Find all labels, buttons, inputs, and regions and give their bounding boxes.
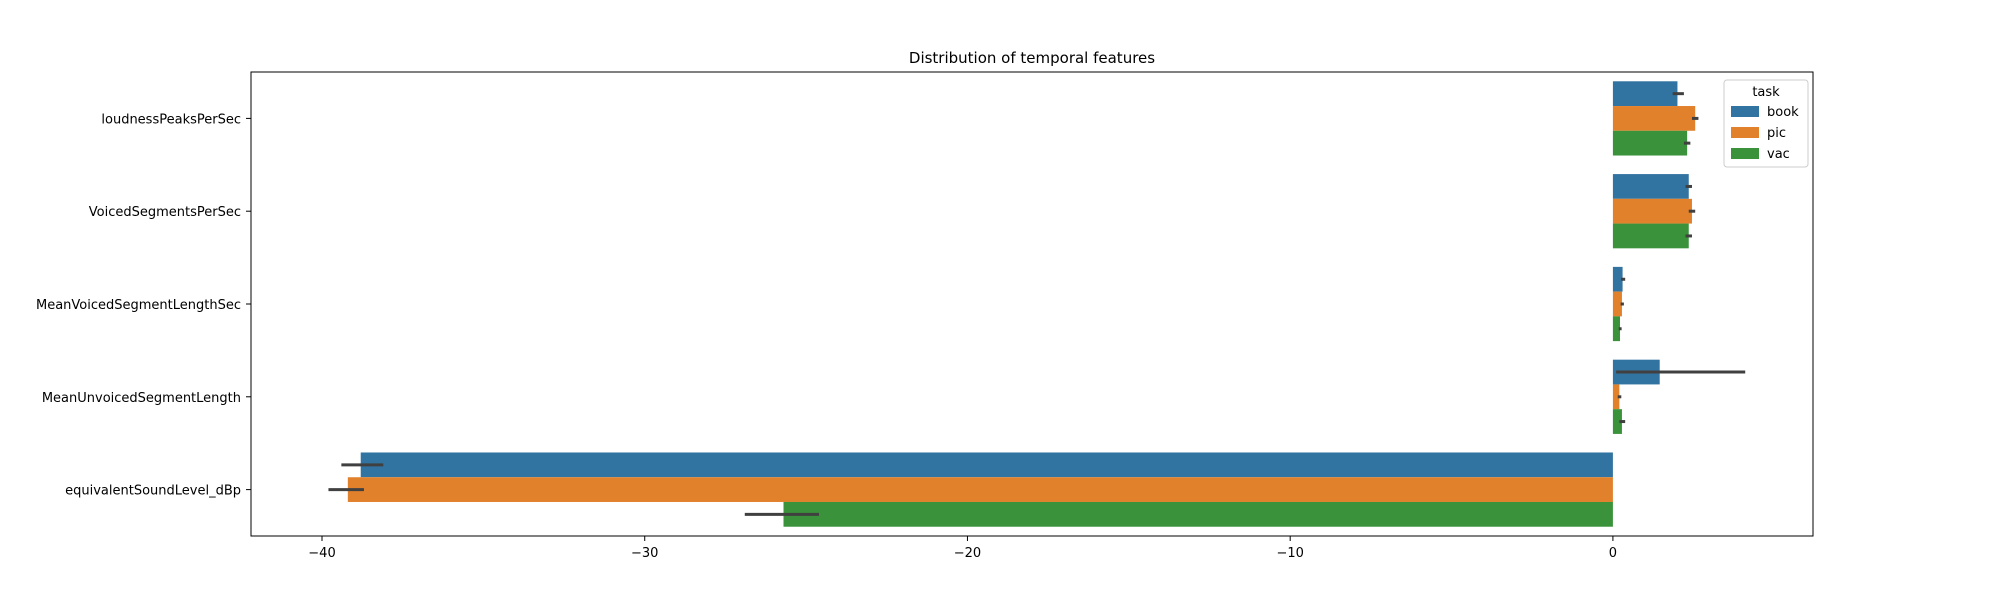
axes-frame — [250, 71, 1814, 537]
x-tick-label: −20 — [954, 546, 981, 561]
bar-vac-VoicedSegmentsPerSec — [1612, 223, 1689, 249]
x-tick-label: −10 — [1276, 546, 1303, 561]
y-axis: loudnessPeaksPerSec VoicedSegmentsPerSec M… — [36, 112, 251, 499]
bar-vac-MeanVoicedSegmentLengthSec — [1612, 316, 1621, 342]
legend-box — [1723, 79, 1809, 168]
legend-swatch-pic — [1731, 127, 1759, 138]
y-tick-label: loudnessPeaksPerSec — [101, 112, 241, 127]
bar-book-loudnessPeaksPerSec — [1612, 81, 1678, 107]
y-tick-label: equivalentSoundLevel_dBp — [65, 484, 241, 499]
bar-pic-loudnessPeaksPerSec — [1612, 106, 1696, 131]
bar-vac-equivalentSoundLevel_dBp — [783, 501, 1613, 527]
x-tick-label: −40 — [308, 546, 335, 561]
bar-book-MeanVoicedSegmentLengthSec — [1612, 266, 1623, 292]
bar-vac-loudnessPeaksPerSec — [1612, 130, 1688, 156]
legend-swatch-book — [1731, 106, 1759, 117]
legend: task book pic vac — [1723, 79, 1809, 168]
bar-book-VoicedSegmentsPerSec — [1612, 174, 1689, 199]
bar-pic-VoicedSegmentsPerSec — [1612, 198, 1692, 224]
y-tick-label: MeanUnvoicedSegmentLength — [42, 391, 241, 406]
x-axis: −40 −30 −20 −10 0 — [308, 536, 1617, 561]
x-tick-label: −30 — [631, 546, 658, 561]
legend-swatch-vac — [1731, 148, 1759, 159]
bar-book-equivalentSoundLevel_dBp — [360, 452, 1613, 478]
x-tick-label: 0 — [1609, 546, 1617, 561]
bar-vac-MeanUnvoicedSegmentLength — [1612, 409, 1622, 434]
legend-title: task — [1752, 85, 1780, 100]
bar-pic-MeanVoicedSegmentLengthSec — [1612, 291, 1622, 317]
bar-pic-MeanUnvoicedSegmentLength — [1612, 384, 1620, 410]
plot-area — [328, 81, 1746, 527]
y-tick-label: VoicedSegmentsPerSec — [89, 205, 241, 220]
bar-pic-equivalentSoundLevel_dBp — [347, 477, 1613, 502]
y-tick-label: MeanVoicedSegmentLengthSec — [36, 298, 241, 313]
chart-title: Distribution of temporal features — [909, 49, 1155, 67]
legend-label-pic: pic — [1767, 126, 1786, 141]
legend-label-book: book — [1767, 105, 1799, 120]
legend-label-vac: vac — [1767, 147, 1790, 162]
